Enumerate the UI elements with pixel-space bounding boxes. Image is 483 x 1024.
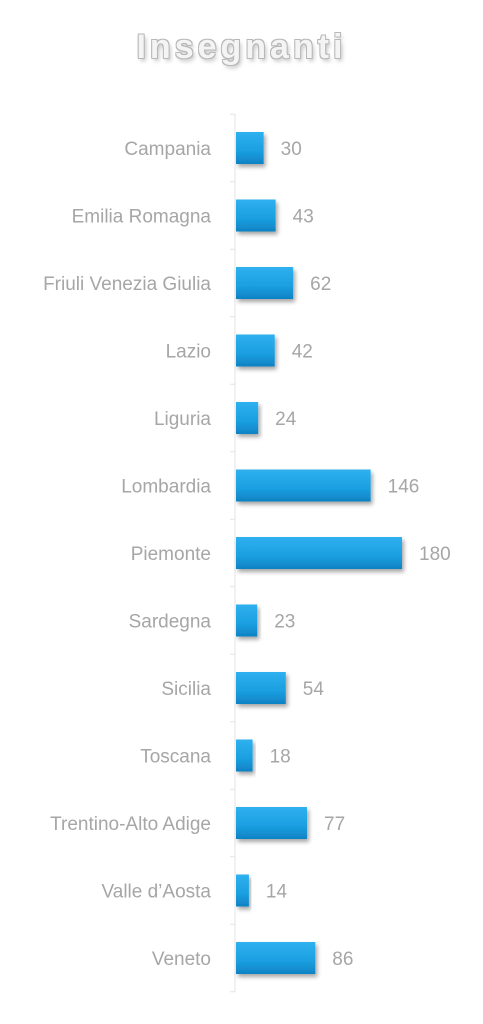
bar — [236, 942, 316, 974]
bar — [236, 739, 253, 772]
chart-title: Insegnanti — [136, 28, 347, 66]
bar — [236, 672, 286, 704]
category-label: Emilia Romagna — [72, 207, 212, 228]
data-label: 23 — [274, 612, 295, 633]
category-label: Sardegna — [129, 612, 212, 633]
data-label: 77 — [324, 814, 345, 835]
category-label: Lombardia — [121, 477, 211, 498]
data-label: 146 — [388, 477, 420, 498]
bar — [236, 267, 294, 299]
data-label: 42 — [292, 342, 313, 363]
category-label: Valle d’Aosta — [102, 882, 212, 903]
data-label: 14 — [266, 882, 288, 903]
data-label: 180 — [419, 544, 451, 565]
data-label: 86 — [332, 949, 353, 970]
category-label: Piemonte — [131, 544, 211, 565]
bar — [236, 132, 264, 164]
bar — [236, 807, 308, 839]
data-label: 54 — [303, 679, 325, 700]
category-label: Campania — [124, 139, 211, 160]
bar — [236, 604, 258, 637]
data-label: 24 — [275, 409, 297, 430]
bar — [236, 537, 402, 569]
bar — [236, 469, 371, 502]
data-label: 30 — [281, 139, 302, 160]
category-label: Lazio — [166, 342, 211, 363]
bar — [236, 334, 275, 367]
category-label: Trentino-Alto Adige — [50, 814, 211, 835]
category-label: Liguria — [154, 409, 211, 430]
category-label: Sicilia — [161, 679, 211, 700]
bar — [236, 199, 276, 232]
bar — [236, 874, 249, 907]
data-label: 43 — [293, 207, 314, 228]
category-label: Veneto — [152, 949, 211, 970]
bar — [236, 402, 259, 434]
data-label: 18 — [270, 747, 291, 768]
category-label: Friuli Venezia Giulia — [43, 274, 211, 295]
data-label: 62 — [310, 274, 331, 295]
category-label: Toscana — [140, 747, 211, 768]
